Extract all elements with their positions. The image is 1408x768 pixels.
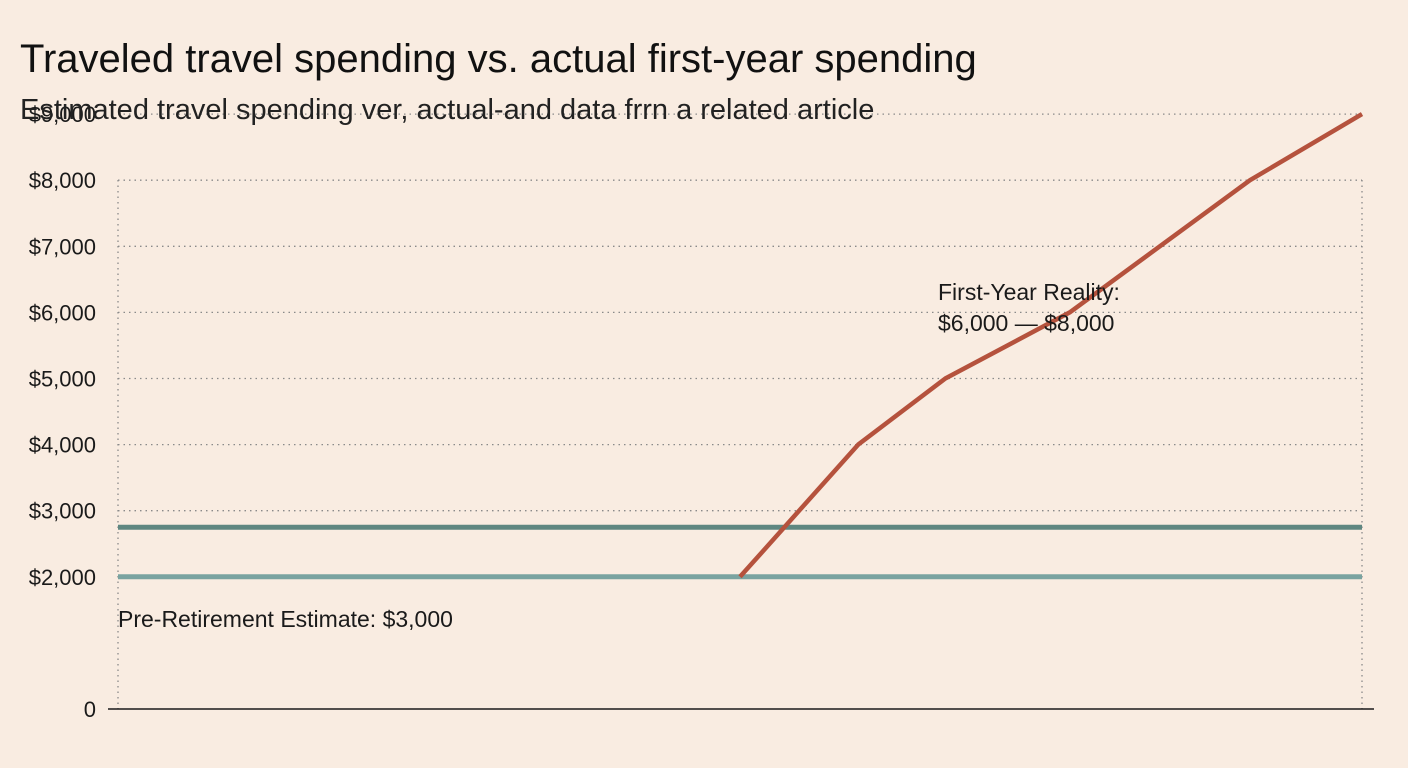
reality-annotation-line-1: First-Year Reality: [938,279,1120,305]
reality-annotation-line-2: $6,000 — $8,000 [938,310,1114,336]
y-tick-label-5000: $5,000 [29,367,96,392]
chart-subtitle: Estimated travel spending ver, actual-an… [20,94,875,126]
series-lines [118,112,1364,580]
estimate-annotation: Pre-Retirement Estimate: $3,000 [118,606,453,632]
chart-title: Traveled travel spending vs. actual firs… [20,37,977,81]
y-tick-label-2000: $2,000 [29,565,96,590]
y-tick-label-9000: $9,000 [29,102,96,127]
y-tick-label-3000: $3,000 [29,499,96,524]
tick-labels: 0 $2,000 $3,000 $4,000 $5,000 $6,000 $7,000 $8,… [29,102,96,722]
y-tick-label-4000: $4,000 [29,433,96,458]
y-tick-label-6000: $6,000 [29,300,96,325]
y-tick-label-8000: $8,000 [29,168,96,193]
y-tick-label-7000: $7,000 [29,234,96,259]
annotations: Pre-Retirement Estimate: $3,000 First-Ye… [118,279,1120,632]
actual-series-line [738,112,1364,579]
y-tick-label-0: 0 [84,697,96,722]
